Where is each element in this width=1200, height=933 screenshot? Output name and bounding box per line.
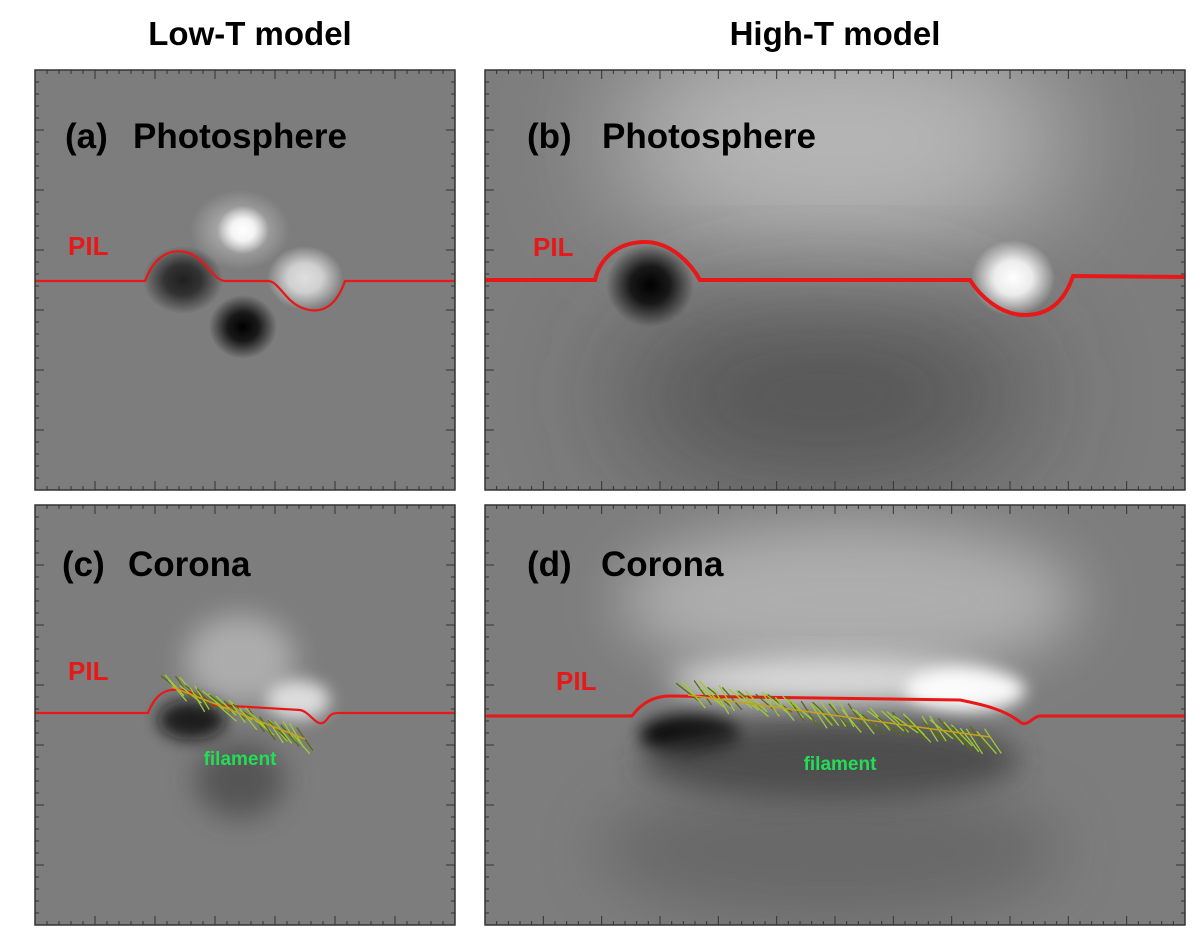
filament-fiber: [744, 690, 768, 713]
positive-spot: [217, 206, 269, 254]
filament-fiber: [761, 691, 780, 717]
filament-fiber: [959, 727, 980, 753]
negative-spot: [209, 295, 277, 359]
filament-fiber: [728, 688, 753, 709]
filament-fiber: [267, 719, 289, 741]
filament-fiber: [881, 710, 905, 732]
panel-b-title: Photosphere: [602, 117, 816, 156]
filament-fiber: [929, 719, 954, 740]
filament-fiber: [800, 700, 819, 727]
filament-fiber: [929, 715, 947, 742]
filament-fiber: [196, 688, 217, 711]
filament-fiber: [721, 686, 743, 711]
panel-c-pil-label: PIL: [68, 656, 109, 686]
filament-fiber: [943, 721, 965, 745]
filament-fiber: [819, 701, 840, 727]
negative-spot: [606, 243, 694, 327]
high-t-column-title: High-T model: [730, 15, 941, 52]
filament-fiber: [274, 720, 293, 744]
filament-fiber: [965, 728, 984, 755]
filament-fiber: [194, 685, 210, 710]
filament-fiber: [841, 709, 862, 733]
panel-d-label: (d): [527, 545, 572, 584]
filament-fiber: [909, 720, 932, 743]
panel-c-label: (c): [62, 545, 105, 584]
filament-fiber: [735, 690, 759, 711]
panel-a-label: (a): [65, 117, 108, 156]
filament-fiber: [782, 695, 804, 719]
filament-fiber: [693, 680, 713, 706]
filament-fiber: [847, 703, 866, 729]
filament-fiber: [189, 687, 206, 713]
filament-fiber: [712, 687, 730, 715]
filament-fiber: [164, 674, 185, 697]
filament-fiber: [699, 687, 725, 708]
panel-d-corona-high-t: (d) Corona PIL filament: [484, 504, 1186, 926]
panel-d-pil-label: PIL: [556, 666, 597, 696]
filament-fiber: [893, 715, 919, 734]
filament-fiber: [861, 713, 886, 735]
filament-fiber: [228, 699, 246, 724]
filament-fiber: [259, 716, 276, 741]
filament-structure: [160, 674, 314, 755]
filament-fiber: [167, 679, 188, 702]
low-t-column-title: Low-T model: [148, 15, 351, 52]
pil-line: [35, 250, 455, 312]
filament-fiber: [280, 724, 300, 747]
filament-fiber: [238, 707, 258, 731]
filament-fiber: [950, 724, 973, 747]
panel-c-corona-low-t: (c) Corona PIL filament: [34, 504, 456, 926]
panel-a-pil-label: PIL: [68, 231, 109, 261]
filament-fiber: [745, 696, 769, 718]
panel-b-label: (b): [527, 117, 572, 156]
panel-d-title: Corona: [601, 545, 724, 584]
filament-fiber: [952, 726, 972, 752]
filament-fiber: [937, 717, 959, 742]
pil-line: [485, 239, 1186, 318]
filament-fiber: [718, 684, 735, 712]
panel-a-photosphere-low-t: (a) Photosphere PIL: [34, 69, 456, 491]
filament-fiber: [291, 732, 311, 755]
filament-fiber: [809, 702, 828, 729]
positive-spot: [971, 240, 1055, 316]
filament-fiber: [215, 695, 237, 716]
filament-fiber: [983, 728, 1002, 754]
filament-fiber: [174, 675, 193, 700]
panel-b-pil-label: PIL: [533, 232, 574, 262]
panel-c-title: Corona: [128, 545, 251, 584]
filament-fiber: [812, 701, 835, 724]
filament-axis: [687, 694, 991, 738]
filament-fiber: [923, 721, 947, 743]
filament-fiber: [877, 716, 902, 737]
filament-fiber: [904, 717, 927, 740]
pil-line: [35, 688, 455, 725]
panel-b-photosphere-high-t: (b) Photosphere PIL: [484, 69, 1186, 491]
filament-structure: [675, 680, 1002, 755]
filament-fiber: [855, 709, 875, 735]
filament-fiber: [969, 726, 989, 751]
pil-line: [485, 694, 1185, 726]
filament-fiber: [223, 700, 246, 720]
panel-a-title: Photosphere: [133, 117, 347, 156]
panel-c-filament-label: filament: [204, 749, 278, 770]
filament-axis: [171, 686, 306, 740]
filament-fiber: [675, 682, 701, 703]
filament-fiber: [791, 702, 817, 723]
panel-d-filament-label: filament: [804, 754, 878, 775]
filament-fiber: [764, 692, 788, 714]
